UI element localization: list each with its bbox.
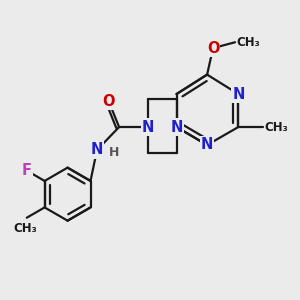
Text: H: H bbox=[110, 146, 120, 159]
Text: N: N bbox=[232, 87, 244, 102]
Text: CH₃: CH₃ bbox=[265, 121, 289, 134]
Text: N: N bbox=[142, 119, 155, 134]
Text: F: F bbox=[22, 163, 32, 178]
Text: CH₃: CH₃ bbox=[14, 222, 37, 235]
Text: O: O bbox=[207, 40, 219, 56]
Text: CH₃: CH₃ bbox=[237, 36, 260, 49]
Text: N: N bbox=[201, 137, 213, 152]
Text: N: N bbox=[91, 142, 103, 158]
Text: O: O bbox=[103, 94, 115, 109]
Text: N: N bbox=[170, 119, 183, 134]
